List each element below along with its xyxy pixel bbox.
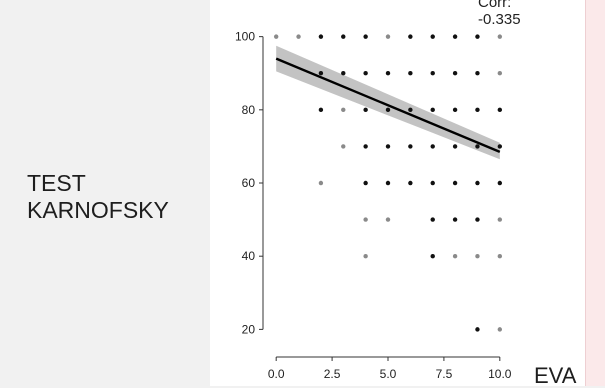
data-point (318, 34, 324, 39)
data-point (341, 144, 346, 149)
data-point (385, 180, 391, 186)
data-point (475, 144, 480, 149)
data-point (385, 144, 391, 149)
data-point (363, 253, 368, 259)
y-tick-label: 100 (235, 30, 255, 44)
data-point (475, 253, 480, 259)
data-point (452, 34, 458, 39)
data-point (363, 180, 368, 186)
data-point (497, 253, 503, 259)
data-point (475, 327, 480, 332)
y-tick-label: 40 (242, 249, 256, 263)
data-point (363, 217, 368, 222)
data-point (385, 71, 391, 76)
data-point (452, 144, 458, 149)
y-tick-label: 20 (242, 322, 256, 336)
y-axis-label-line-2: KARNOFSKY (27, 197, 169, 223)
data-point (408, 71, 413, 76)
y-axis-label-line-1: TEST (27, 170, 86, 196)
data-point (408, 180, 413, 186)
data-point (497, 217, 503, 222)
data-point (341, 71, 346, 76)
x-tick-label: 2.5 (324, 367, 341, 381)
data-point (497, 107, 503, 113)
data-point (385, 217, 391, 222)
x-tick-label: 10.0 (488, 367, 512, 381)
data-point (341, 34, 346, 39)
x-tick-label: 7.5 (436, 367, 453, 381)
data-point (475, 107, 480, 113)
data-point (318, 107, 324, 113)
data-point (452, 180, 458, 186)
data-point (452, 71, 458, 76)
data-point (452, 253, 458, 259)
data-point (475, 34, 480, 39)
data-point (430, 180, 435, 186)
data-point (430, 71, 435, 76)
data-point (475, 217, 480, 222)
data-point (497, 180, 503, 186)
data-point (318, 180, 324, 186)
right-edge-panel (585, 0, 605, 386)
data-point (430, 217, 435, 222)
x-tick-label: 5.0 (380, 367, 397, 381)
data-point (363, 144, 368, 149)
data-point (408, 107, 413, 113)
data-point (497, 71, 503, 76)
data-point (408, 34, 413, 39)
data-point (430, 144, 435, 149)
y-axis-label: TEST KARNOFSKY (27, 170, 169, 224)
correlation-value: -0.335 (478, 11, 521, 28)
y-tick-label: 60 (242, 176, 256, 190)
data-point (273, 34, 279, 39)
confidence-band (276, 45, 500, 160)
data-point (385, 107, 391, 113)
data-point (497, 144, 503, 149)
plot-panel (210, 0, 585, 386)
data-point (363, 71, 368, 76)
data-point (497, 34, 503, 39)
data-point (363, 34, 368, 39)
y-tick-label: 80 (242, 103, 256, 117)
data-point (475, 71, 480, 76)
data-point (430, 34, 435, 39)
correlation-annotation: Corr: -0.335 (478, 0, 521, 28)
data-point (452, 217, 458, 222)
data-point (296, 34, 301, 39)
data-point (497, 327, 503, 332)
data-point (430, 107, 435, 113)
data-point (430, 253, 435, 259)
data-point (452, 107, 458, 113)
x-axis-label: EVA (534, 363, 577, 388)
regression-line (275, 57, 501, 154)
data-point (385, 34, 391, 39)
data-point (318, 71, 324, 76)
data-point (408, 144, 413, 149)
x-tick-label: 0.0 (268, 367, 285, 381)
data-point (475, 180, 480, 186)
correlation-label: Corr: (478, 0, 512, 11)
data-point (341, 107, 346, 113)
data-point (363, 107, 368, 113)
